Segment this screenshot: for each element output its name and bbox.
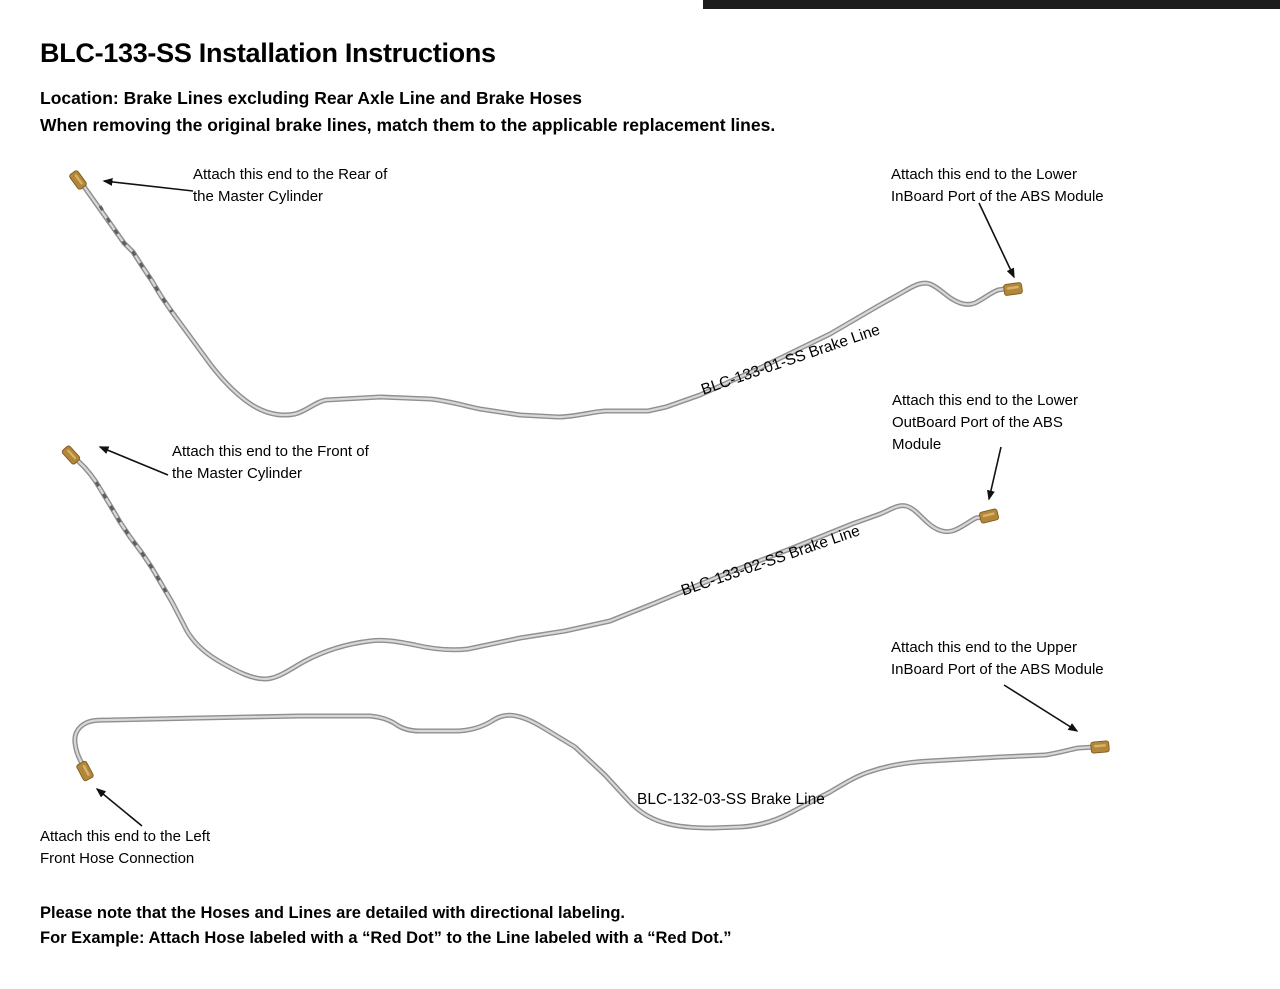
callout-text-line: Module xyxy=(892,436,942,453)
brass-tube-nut-icon xyxy=(76,760,94,782)
brass-tube-nut-icon xyxy=(1003,282,1023,296)
brake-line-1-tube-path xyxy=(77,178,1013,420)
callout-text-line: OutBoard Port of the ABS xyxy=(892,414,1063,431)
top-edge-bar xyxy=(703,0,1280,9)
annotation-arrow-icon xyxy=(102,177,194,192)
callout-text-line: the Master Cylinder xyxy=(172,465,303,482)
callout-text-line: Attach this end to the Lower xyxy=(892,392,1078,409)
callout-text-line: Attach this end to the Rear of xyxy=(193,166,388,183)
brake-line-3-label: BLC-132-03-SS Brake Line xyxy=(637,791,825,808)
brake-line-2-tube-path xyxy=(69,453,991,682)
callout-lower-inboard-abs: Attach this end to the Lower InBoard Por… xyxy=(891,164,1104,208)
callout-text-line: Attach this end to the Left xyxy=(40,828,211,845)
annotation-arrow-icon xyxy=(1003,684,1079,732)
callout-lower-outboard-abs: Attach this end to the Lower OutBoard Po… xyxy=(892,390,1078,456)
brake-line-2-tube xyxy=(61,445,999,682)
annotation-arrow-icon xyxy=(978,202,1015,279)
brass-tube-nut-icon xyxy=(979,508,999,524)
callout-text-line: InBoard Port of the ABS Module xyxy=(891,188,1104,205)
callout-text-line: InBoard Port of the ABS Module xyxy=(891,661,1104,678)
brake-line-3-highlight xyxy=(73,714,1097,830)
footer-note-1: Please note that the Hoses and Lines are… xyxy=(40,904,625,922)
brake-line-2-shading xyxy=(94,481,168,593)
brass-tube-nut-icon xyxy=(61,445,81,465)
brass-tube-nut-icon xyxy=(69,170,87,190)
brake-line-3-tube-path xyxy=(72,712,1098,831)
callout-left-front-hose: Attach this end to the Left Front Hose C… xyxy=(40,826,210,870)
callout-rear-master-cylinder: Attach this end to the Rear of the Maste… xyxy=(193,164,387,208)
brake-line-3-tube xyxy=(72,712,1110,831)
location-line: Location: Brake Lines excluding Rear Axl… xyxy=(40,88,583,108)
footer-note-2: For Example: Attach Hose labeled with a … xyxy=(40,929,732,947)
brake-line-1-highlight xyxy=(78,179,1012,419)
brake-line-2-highlight xyxy=(70,454,990,681)
page-title: BLC-133-SS Installation Instructions xyxy=(40,38,496,68)
callout-front-master-cylinder: Attach this end to the Front of the Mast… xyxy=(172,441,369,485)
callout-text-line: Front Hose Connection xyxy=(40,850,195,867)
annotation-arrows xyxy=(95,177,1079,827)
brake-line-1-tube xyxy=(69,170,1023,420)
callout-text-line: Attach this end to the Lower xyxy=(891,166,1077,183)
callout-text-line: the Master Cylinder xyxy=(193,188,324,205)
annotation-arrow-icon xyxy=(98,446,169,476)
annotation-arrow-icon xyxy=(95,788,143,827)
removal-instruction-line: When removing the original brake lines, … xyxy=(40,115,776,135)
callout-text-line: Attach this end to the Front of xyxy=(172,443,369,460)
annotation-arrow-icon xyxy=(987,446,1002,501)
callout-upper-inboard-abs: Attach this end to the Upper InBoard Por… xyxy=(891,637,1104,681)
callout-text-line: Attach this end to the Upper xyxy=(891,639,1077,656)
brass-tube-nut-icon xyxy=(1090,740,1110,754)
